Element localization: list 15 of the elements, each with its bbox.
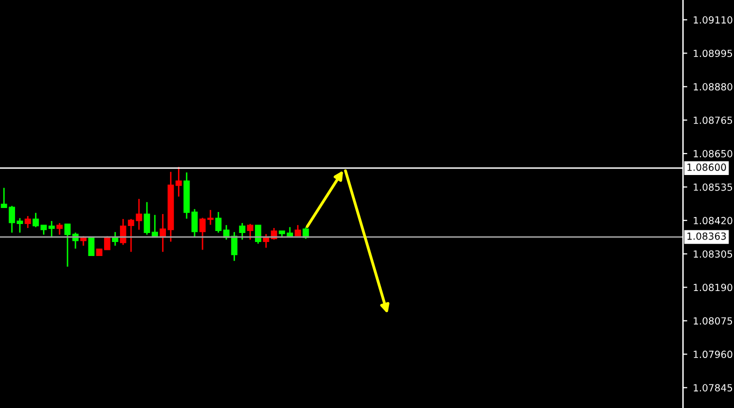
y-tick-label: 1.08535 — [694, 183, 732, 191]
y-tick-label: 1.07960 — [694, 350, 732, 358]
y-tick-label: 1.08765 — [694, 116, 732, 124]
y-tick-label: 1.08880 — [694, 83, 732, 90]
y-tick-label: 1.09110 — [694, 16, 732, 24]
candlestick — [88, 237, 94, 256]
ref-line-label: 1.08363 — [687, 232, 726, 240]
y-tick-label: 1.08075 — [694, 317, 732, 325]
y-tick-label: 1.08190 — [694, 284, 732, 292]
y-tick-label: 1.08995 — [694, 50, 732, 58]
y-tick-label: 1.08420 — [694, 216, 732, 224]
y-tick-label: 1.08650 — [694, 150, 732, 158]
y-tick-label: 1.08305 — [694, 250, 732, 258]
y-tick-label: 1.07845 — [694, 384, 732, 392]
ref-line-label: 1.08600 — [687, 164, 726, 171]
